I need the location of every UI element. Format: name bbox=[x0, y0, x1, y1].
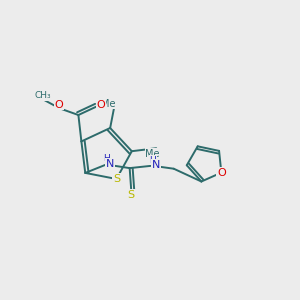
Text: S: S bbox=[128, 190, 135, 200]
Text: Me: Me bbox=[146, 148, 160, 159]
Text: CH₃: CH₃ bbox=[34, 91, 51, 100]
Text: Me: Me bbox=[101, 99, 116, 109]
Text: O: O bbox=[96, 100, 105, 110]
Text: O: O bbox=[217, 168, 226, 178]
Text: H: H bbox=[103, 154, 110, 163]
Text: N: N bbox=[152, 160, 160, 170]
Text: S: S bbox=[113, 174, 120, 184]
Text: N: N bbox=[106, 159, 114, 169]
Text: O: O bbox=[55, 100, 64, 110]
Text: H: H bbox=[149, 155, 156, 164]
